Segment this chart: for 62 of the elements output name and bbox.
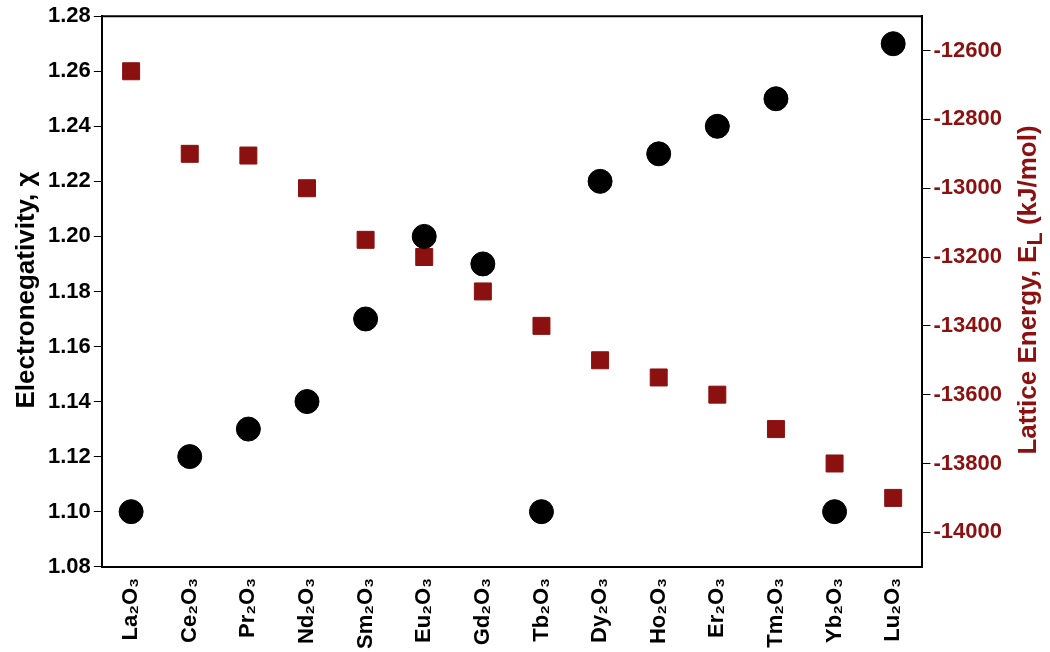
point [415, 248, 434, 267]
point [532, 316, 551, 335]
point [591, 351, 610, 370]
point [880, 31, 906, 57]
x-tick-label: Eu₂O₃ [410, 577, 436, 643]
point [180, 144, 199, 163]
point [763, 86, 789, 112]
x-tick-label: Dy₂O₃ [586, 577, 612, 643]
point [356, 230, 375, 249]
point [766, 420, 785, 439]
x-tick-label: Er₂O₃ [703, 577, 729, 638]
point [235, 416, 261, 442]
point [708, 385, 727, 404]
point [884, 488, 903, 507]
x-tick-label: Sm₂O₃ [351, 577, 377, 649]
point [294, 389, 320, 415]
y-tick-label: 1.16 [47, 332, 91, 358]
x-tick-label: Nd₂O₃ [293, 577, 319, 645]
y2-tick-label: -12800 [933, 105, 1003, 131]
y-tick-label: 1.08 [47, 552, 91, 578]
point [649, 368, 668, 387]
y-tick-label: 1.14 [47, 387, 92, 413]
y2-tick-label: -13200 [933, 243, 1003, 269]
y2-tick-label: -14000 [933, 518, 1003, 544]
point [470, 251, 496, 277]
point [704, 113, 730, 139]
x-tick-label: Lu₂O₃ [879, 577, 905, 642]
y-tick-label: 1.28 [47, 2, 91, 28]
point [646, 141, 672, 167]
x-tick-label: Tb₂O₃ [527, 577, 553, 642]
point [411, 223, 437, 249]
y-tick-label: 1.10 [47, 497, 91, 523]
point [587, 168, 613, 194]
point [825, 454, 844, 473]
y2-tick-label: -13400 [933, 311, 1003, 337]
point [822, 499, 848, 525]
y-tick-label: 1.12 [47, 442, 91, 468]
point [118, 499, 144, 525]
y2-tick-label: -13000 [933, 174, 1003, 200]
x-tick-label: La₂O₃ [117, 577, 143, 641]
y-tick-label: 1.22 [47, 167, 91, 193]
x-tick-label: Tm₂O₃ [762, 577, 788, 648]
y-tick-label: 1.18 [47, 277, 91, 303]
x-tick-label: Gd₂O₃ [468, 577, 494, 646]
point [239, 146, 258, 165]
point [122, 62, 141, 81]
y-tick-label: 1.20 [47, 222, 91, 248]
y2-tick-label: -13600 [933, 380, 1003, 406]
x-tick-label: Ce₂O₃ [175, 577, 201, 643]
point [473, 282, 492, 301]
point [353, 306, 379, 332]
point [298, 179, 316, 198]
y-tick-label: 1.24 [47, 112, 92, 138]
y2-tick-label: -12600 [933, 36, 1003, 62]
x-tick-label: Pr₂O₃ [234, 577, 260, 638]
point [528, 499, 554, 525]
point [177, 444, 203, 470]
y-axis-title: Electronegativity, χ [9, 171, 41, 409]
x-tick-label: Ho₂O₃ [644, 577, 670, 645]
y-tick-label: 1.26 [47, 57, 91, 83]
x-tick-label: Yb₂O₃ [820, 577, 846, 643]
y2-tick-label: -13800 [933, 449, 1003, 475]
